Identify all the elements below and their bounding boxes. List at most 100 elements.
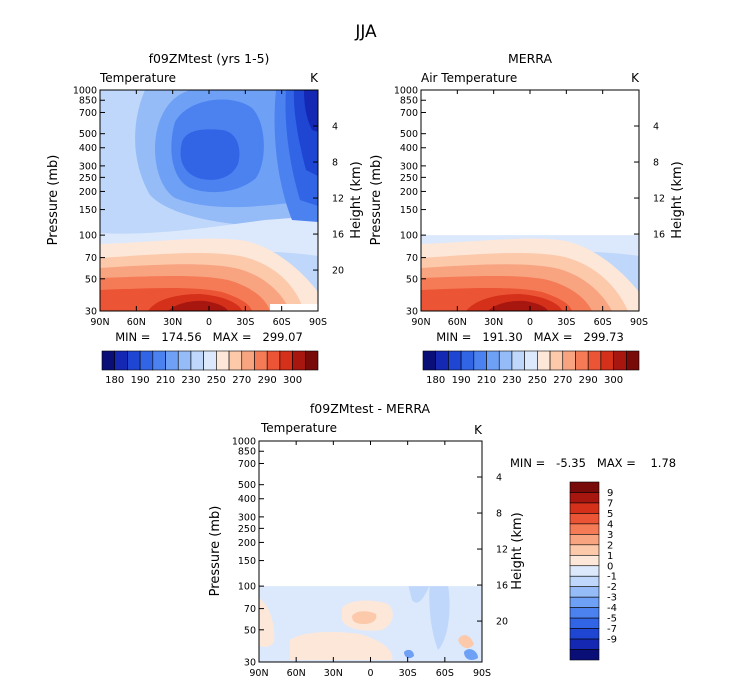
colorbar-swatch — [216, 350, 230, 371]
colorbar-swatch — [569, 554, 600, 567]
y-tick-label: 850 — [400, 96, 418, 107]
colorbar-swatch — [139, 350, 154, 371]
x-tick-label: 30N — [324, 668, 343, 679]
y-tick-label: 850 — [79, 96, 97, 107]
height-tick-label: 20 — [332, 266, 344, 277]
colorbar-swatch — [177, 350, 192, 371]
x-tick-label: 30S — [236, 317, 254, 328]
colorbar-label: 290 — [579, 375, 598, 386]
colorbar-swatch — [613, 350, 627, 371]
min-max-stats: MIN = 174.56 MAX = 299.07 — [115, 330, 303, 344]
contour-band — [352, 611, 377, 624]
colorbar-swatch — [486, 350, 500, 371]
x-tick-label: 30N — [163, 317, 182, 328]
y-tick-label: 50 — [244, 625, 256, 636]
colorbar-label: 3 — [607, 530, 613, 541]
colorbar-swatch — [498, 350, 513, 371]
panel-title: f09ZMtest - MERRA — [310, 401, 431, 416]
colorbar-swatch — [569, 649, 600, 661]
page-title: JJA — [354, 22, 377, 42]
contour-band — [168, 300, 228, 311]
y-tick-label: 50 — [406, 274, 418, 285]
colorbar-label: -2 — [607, 582, 617, 593]
contour-band — [488, 300, 548, 311]
colorbar-label: -3 — [607, 593, 617, 604]
x-tick-label: 90S — [630, 317, 648, 328]
min-max-stats: MIN = 191.30 MAX = 299.73 — [436, 330, 624, 344]
colorbar-swatch — [165, 350, 179, 371]
colorbar-swatch — [562, 350, 576, 371]
panel-merra-temperature: MERRA Air Temperature K 30 50 70 100 150 200 2… — [369, 51, 685, 386]
colorbar-swatch — [511, 350, 525, 371]
y-tick-label: 500 — [400, 129, 418, 140]
colorbar-label: 7 — [607, 498, 613, 509]
latitude-axis: 90N 60N 30N 0 30S 60S 90S — [411, 90, 648, 328]
colorbar-swatch — [460, 350, 475, 371]
colorbar-label: 250 — [207, 375, 226, 386]
colorbar-label: 270 — [553, 375, 572, 386]
colorbar-label: 9 — [607, 488, 613, 499]
contour-band — [259, 598, 275, 647]
y-axis-label: Pressure (mb) — [208, 506, 223, 597]
x-tick-label: 30N — [484, 317, 503, 328]
y-tick-label: 100 — [400, 231, 418, 242]
units-label: K — [631, 71, 640, 85]
colorbar-label: 290 — [258, 375, 277, 386]
colorbar-label: 230 — [181, 375, 200, 386]
x-tick-label: 60N — [287, 668, 306, 679]
colorbar-swatch — [203, 350, 217, 371]
x-tick-label: 60S — [594, 317, 612, 328]
colorbar-swatch — [569, 481, 600, 493]
height-axis-label: Height (km) — [670, 161, 685, 238]
colorbar-label: 230 — [502, 375, 521, 386]
panel-subtitle: Temperature — [99, 71, 176, 85]
x-tick-label: 60S — [273, 317, 291, 328]
colorbar-label: 300 — [604, 375, 623, 386]
colorbar-swatch — [569, 513, 600, 525]
y-tick-label: 100 — [238, 582, 256, 593]
x-tick-label: 90N — [249, 668, 268, 679]
colorbar-swatch — [254, 350, 268, 371]
height-axis: 20 16 12 8 4 — [477, 473, 508, 628]
y-tick-label: 500 — [238, 480, 256, 491]
colorbar-label: 1 — [607, 551, 613, 562]
height-axis: 16 12 8 4 — [634, 122, 665, 241]
colorbar-label: 270 — [232, 375, 251, 386]
panel-subtitle: Air Temperature — [421, 71, 517, 85]
height-axis-label: Height (km) — [510, 512, 525, 589]
colorbar-swatch — [537, 350, 551, 371]
y-tick-label: 700 — [238, 459, 256, 470]
panel-title: MERRA — [508, 51, 553, 66]
y-axis-label: Pressure (mb) — [369, 155, 384, 246]
y-tick-label: 30 — [406, 307, 418, 318]
height-tick-label: 16 — [332, 230, 344, 241]
colorbar-swatch — [127, 350, 141, 371]
y-tick-label: 100 — [79, 231, 97, 242]
colorbar-label: 0 — [607, 561, 613, 572]
latitude-axis: 90N 60N 30N 0 30S 60S 90S — [90, 90, 327, 328]
contour-band — [458, 635, 474, 649]
colorbar-swatch — [625, 350, 640, 371]
y-tick-label: 200 — [400, 187, 418, 198]
contour-band — [180, 129, 240, 180]
colorbar-swatch — [569, 638, 600, 650]
x-tick-label: 60S — [436, 668, 454, 679]
colorbar-swatch — [473, 350, 487, 371]
contour-band — [304, 90, 318, 132]
x-tick-label: 90S — [309, 317, 327, 328]
colorbar-swatch — [600, 350, 614, 371]
colorbar-swatch — [549, 350, 564, 371]
height-axis-label: Height (km) — [349, 161, 364, 238]
height-axis: 20 16 12 8 4 — [313, 122, 344, 277]
colorbar-swatch — [292, 350, 306, 371]
colorbar-label: 4 — [607, 519, 613, 530]
x-tick-label: 30S — [557, 317, 575, 328]
height-tick-label: 8 — [496, 509, 502, 520]
y-tick-label: 1000 — [394, 86, 418, 97]
y-tick-label: 150 — [79, 205, 97, 216]
colorbar-swatch — [569, 534, 600, 546]
colorbar-swatch — [524, 350, 538, 371]
panel-model-temperature: f09ZMtest (yrs 1-5) Temperature K 30 50 70… — [46, 51, 364, 386]
colorbar-swatch — [569, 575, 600, 588]
